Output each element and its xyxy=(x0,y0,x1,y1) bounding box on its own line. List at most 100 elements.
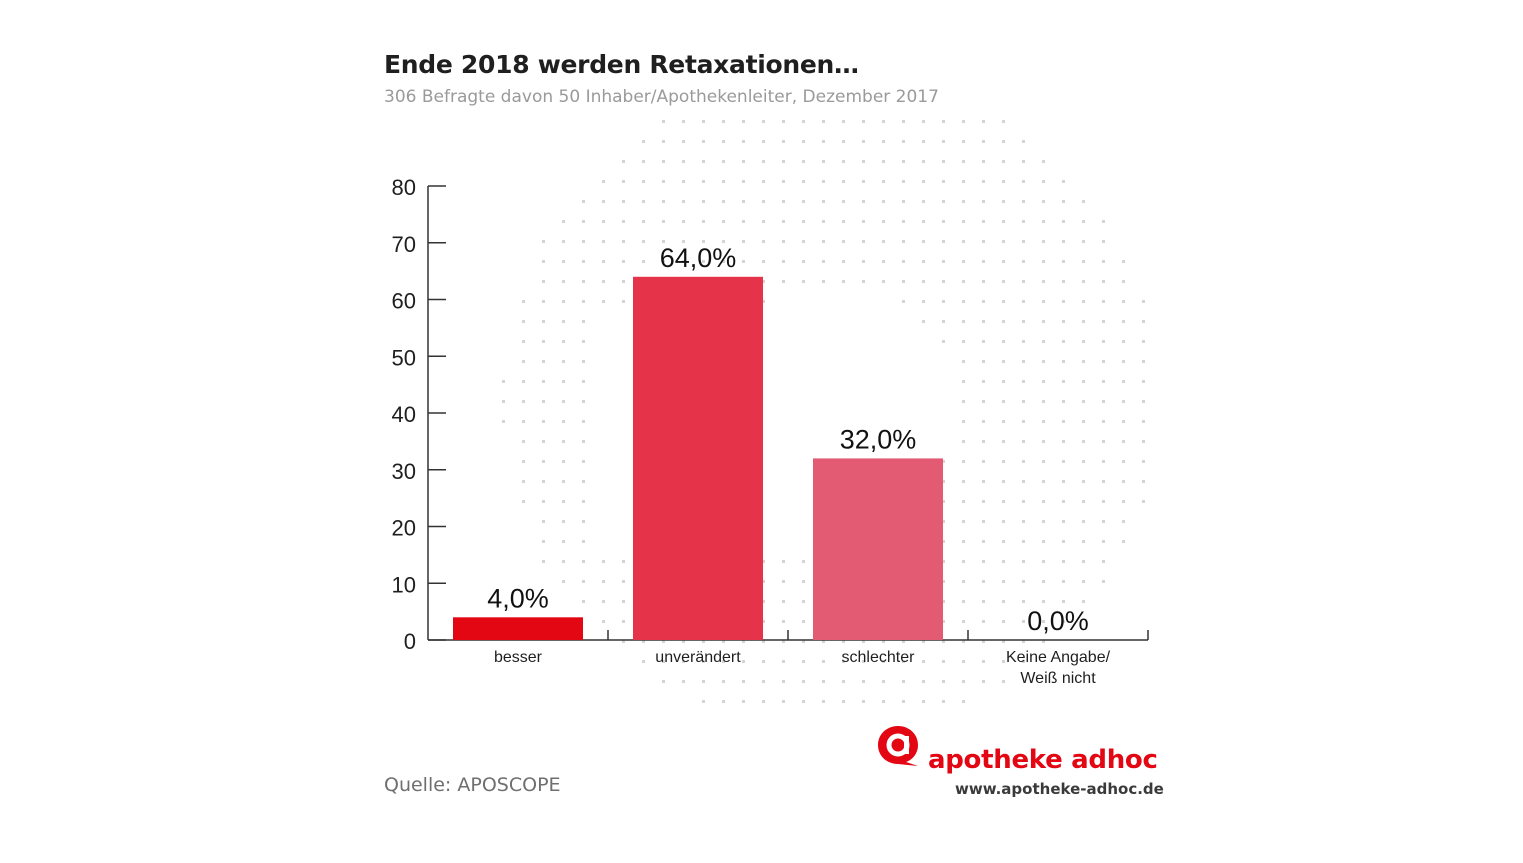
background-dot xyxy=(1042,360,1045,363)
data-label: 4,0% xyxy=(487,583,549,613)
background-dot xyxy=(1082,580,1085,583)
background-dot xyxy=(1142,460,1145,463)
background-dot xyxy=(1002,280,1005,283)
background-dot xyxy=(762,160,765,163)
background-dot xyxy=(942,120,945,123)
background-dot xyxy=(982,300,985,303)
background-dot xyxy=(542,520,545,523)
background-dot xyxy=(762,580,765,583)
background-dot xyxy=(822,240,825,243)
background-dot xyxy=(762,620,765,623)
background-dot xyxy=(1002,120,1005,123)
background-dot xyxy=(1022,140,1025,143)
background-dot xyxy=(802,580,805,583)
background-dot xyxy=(942,240,945,243)
background-dot xyxy=(1022,180,1025,183)
background-dot xyxy=(542,240,545,243)
y-tick-label: 10 xyxy=(392,572,416,597)
background-dot xyxy=(882,160,885,163)
background-dot xyxy=(842,680,845,683)
background-dot xyxy=(1082,380,1085,383)
background-dot xyxy=(522,400,525,403)
background-dot xyxy=(582,240,585,243)
background-dot xyxy=(1022,400,1025,403)
background-dot xyxy=(1102,340,1105,343)
background-dot xyxy=(982,620,985,623)
y-tick-label: 20 xyxy=(392,516,416,541)
background-dot xyxy=(962,680,965,683)
background-dot xyxy=(1102,360,1105,363)
background-dot xyxy=(1022,340,1025,343)
background-dot xyxy=(962,420,965,423)
background-dot xyxy=(1042,380,1045,383)
background-dot xyxy=(722,640,725,643)
background-dot xyxy=(1042,520,1045,523)
background-dot xyxy=(942,600,945,603)
background-dot xyxy=(822,200,825,203)
background-dot xyxy=(822,180,825,183)
background-dot xyxy=(702,240,705,243)
background-dot xyxy=(942,500,945,503)
background-dot xyxy=(942,700,945,703)
background-dot xyxy=(662,240,665,243)
background-dot xyxy=(1082,320,1085,323)
background-dot xyxy=(682,240,685,243)
background-dot xyxy=(1062,380,1065,383)
background-dot xyxy=(882,700,885,703)
background-dot xyxy=(582,340,585,343)
background-dot xyxy=(562,240,565,243)
chart-title: Ende 2018 werden Retaxationen… xyxy=(384,50,859,79)
background-dot xyxy=(1042,500,1045,503)
background-dot xyxy=(742,120,745,123)
background-dot xyxy=(1042,320,1045,323)
background-dot xyxy=(982,360,985,363)
background-dot xyxy=(1122,260,1125,263)
chart-labels: 4,0% besser 64,0% unverändert 32,0% schlechte… xyxy=(487,243,1110,687)
background-dot xyxy=(782,600,785,603)
background-dot xyxy=(962,540,965,543)
category-label: Weiß nicht xyxy=(1020,670,1096,687)
background-dot xyxy=(1022,420,1025,423)
background-dot xyxy=(1062,220,1065,223)
background-dot xyxy=(562,560,565,563)
background-dot xyxy=(502,420,505,423)
background-dot xyxy=(582,580,585,583)
background-dot xyxy=(682,200,685,203)
background-dot xyxy=(1042,220,1045,223)
background-dot xyxy=(702,120,705,123)
background-dot xyxy=(962,700,965,703)
background-dot xyxy=(882,260,885,263)
background-dot xyxy=(522,340,525,343)
background-dot xyxy=(962,480,965,483)
background-dot xyxy=(582,600,585,603)
background-dot xyxy=(762,180,765,183)
background-dot xyxy=(802,640,805,643)
background-dot xyxy=(1142,480,1145,483)
background-dot xyxy=(1042,300,1045,303)
background-dot xyxy=(882,140,885,143)
background-dot xyxy=(882,200,885,203)
background-dot xyxy=(782,180,785,183)
background-dot xyxy=(622,240,625,243)
background-dot xyxy=(1002,460,1005,463)
background-dot xyxy=(1002,340,1005,343)
background-dot xyxy=(982,520,985,523)
background-dot xyxy=(982,380,985,383)
background-dot xyxy=(802,620,805,623)
background-dot xyxy=(1142,300,1145,303)
background-dot xyxy=(1042,200,1045,203)
background-dot xyxy=(1002,200,1005,203)
background-dot xyxy=(542,480,545,483)
background-dot xyxy=(902,160,905,163)
background-dot xyxy=(822,260,825,263)
background-dot xyxy=(1002,640,1005,643)
category-label: Keine Angabe/ xyxy=(1006,649,1111,666)
background-dot xyxy=(862,140,865,143)
background-dot xyxy=(782,120,785,123)
background-dot xyxy=(662,260,665,263)
background-dot xyxy=(562,280,565,283)
background-dot xyxy=(622,160,625,163)
background-dot xyxy=(582,360,585,363)
background-dot xyxy=(582,480,585,483)
